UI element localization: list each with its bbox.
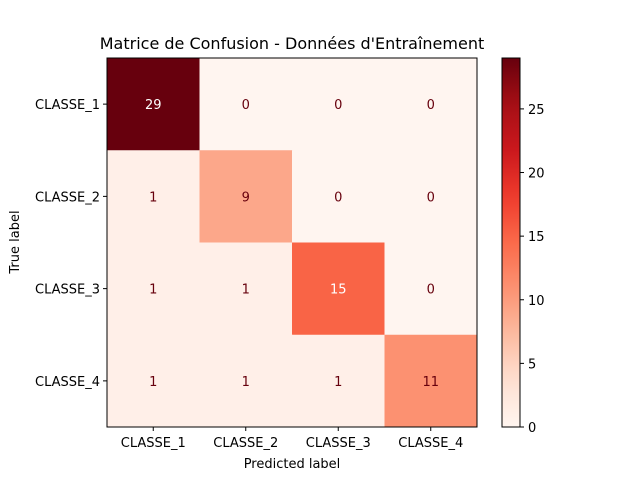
colorbar-tick-label: 20 [528,167,545,182]
cell-value-label: 0 [427,283,435,298]
y-tick-label: CLASSE_1 [35,98,100,113]
matrix-cell [199,58,293,151]
cell-value-label: 1 [149,190,157,205]
cell-value-label: 29 [145,98,162,113]
y-tick-label: CLASSE_2 [35,190,100,205]
matrix-cell [292,150,385,243]
y-tick-label: CLASSE_3 [35,283,100,298]
colorbar-ticks: 0 5 10 15 20 25 [520,103,545,436]
cell-value-label: 11 [422,375,439,390]
x-tick-label: CLASSE_1 [121,436,186,451]
y-tick-label: CLASSE_4 [35,375,100,390]
x-axis-label: Predicted label [244,457,341,472]
matrix-cell [292,334,385,428]
cell-value-label: 0 [427,98,435,113]
y-axis-label: True label [8,210,23,274]
cell-value-label: 1 [242,375,250,390]
colorbar-tick-label: 15 [528,230,545,245]
chart-title: Matrice de Confusion - Données d'Entraîn… [100,34,484,53]
cell-value-label: 9 [242,190,250,205]
matrix-cell [384,150,478,243]
cell-value-label: 1 [149,283,157,298]
matrix-cell [384,334,478,428]
matrix-cell-labels: 29 0 0 01 9 0 01 1 15 01 1 1 11 [145,98,439,390]
colorbar-tick-label: 5 [528,357,536,372]
matrix-cell [199,334,293,428]
colorbar [501,57,521,428]
matrix-cell [107,58,200,151]
colorbar-tick-label: 10 [528,294,545,309]
cell-value-label: 1 [242,283,250,298]
x-tick-label: CLASSE_3 [306,436,371,451]
cell-value-label: 0 [242,98,250,113]
x-axis-ticks: CLASSE_1 CLASSE_2 CLASSE_3 CLASSE_4 [121,427,463,451]
x-tick-label: CLASSE_4 [398,436,463,451]
matrix-cell [107,150,200,243]
colorbar-tick-label: 25 [528,103,545,118]
plot-frame [106,57,478,428]
cell-value-label: 1 [149,375,157,390]
cell-value-label: 0 [334,190,342,205]
matrix-cell [107,242,200,336]
colorbar-tick-label: 0 [528,421,536,436]
cell-value-label: 15 [330,283,347,298]
matrix-cell [292,58,385,151]
matrix-cell [384,242,478,336]
matrix-cell [199,150,293,243]
cell-value-label: 0 [427,190,435,205]
matrix-cell [107,334,200,428]
y-axis-ticks: CLASSE_1 CLASSE_2 CLASSE_3 CLASSE_4 [35,98,107,390]
matrix-cell [199,242,293,336]
matrix-cell [292,242,385,336]
x-tick-label: CLASSE_2 [213,436,278,451]
cell-value-label: 0 [334,98,342,113]
matrix-cells [107,58,478,428]
cell-value-label: 1 [334,375,342,390]
matrix-cell [384,58,478,151]
